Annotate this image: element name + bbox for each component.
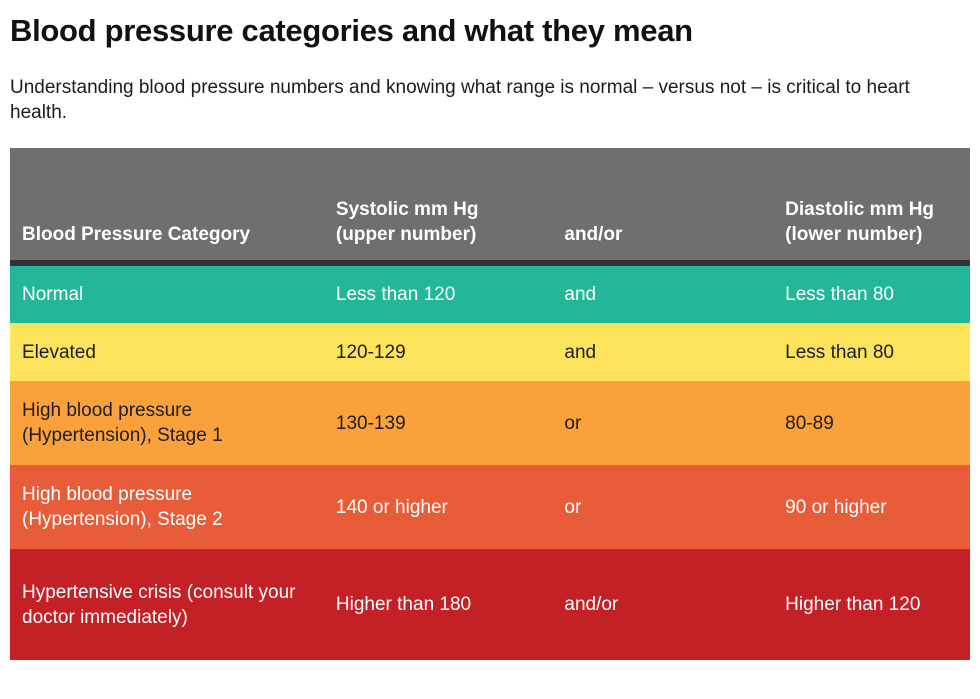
cell-connector: and xyxy=(564,284,597,305)
cell-connector: and/or xyxy=(564,594,619,615)
cell-diastolic: 80-89 xyxy=(785,412,834,434)
cell-diastolic: 90 or higher xyxy=(785,496,887,518)
table-row-hypertension-stage-1: High blood pressure (Hypertension), Stag… xyxy=(10,381,970,465)
bp-categories-table: Blood Pressure Category Systolic mm Hg (… xyxy=(10,148,970,660)
cell-diastolic: Less than 80 xyxy=(785,284,894,305)
cell-connector: and xyxy=(564,341,597,363)
cell-connector: or xyxy=(564,412,582,434)
cell-systolic: Higher than 180 xyxy=(335,594,472,615)
page-title: Blood pressure categories and what they … xyxy=(10,13,693,48)
table-row-hypertensive-crisis: Hypertensive crisis (consult your doctor… xyxy=(10,549,970,660)
table-row-elevated: Elevated 120-129 and Less than 80 xyxy=(10,323,970,381)
article: Blood pressure categories and what they … xyxy=(10,13,970,660)
col-header-category: Blood Pressure Category xyxy=(10,148,324,266)
cell-category: High blood pressure (Hypertension), Stag… xyxy=(22,484,223,530)
table-header-row: Blood Pressure Category Systolic mm Hg (… xyxy=(10,148,970,266)
cell-category: High blood pressure (Hypertension), Stag… xyxy=(22,400,223,446)
col-header-systolic: Systolic mm Hg (upper number) xyxy=(323,148,553,266)
table-row-normal: Normal Less than 120 and Less than 80 xyxy=(10,263,970,323)
cell-category: Normal xyxy=(22,284,84,305)
cell-systolic: 130-139 xyxy=(335,412,406,434)
col-header-connector: and/or xyxy=(552,148,774,266)
cell-category: Hypertensive crisis (consult your doctor… xyxy=(22,581,296,628)
cell-systolic: Less than 120 xyxy=(335,284,456,305)
col-header-diastolic: Diastolic mm Hg (lower number) xyxy=(773,148,970,266)
page-subtitle: Understanding blood pressure numbers and… xyxy=(10,77,910,123)
cell-systolic: 120-129 xyxy=(335,341,406,363)
cell-connector: or xyxy=(564,496,582,518)
table-row-hypertension-stage-2: High blood pressure (Hypertension), Stag… xyxy=(10,465,970,549)
cell-systolic: 140 or higher xyxy=(335,496,448,518)
cell-category: Elevated xyxy=(22,341,96,363)
cell-diastolic: Higher than 120 xyxy=(785,594,921,615)
cell-diastolic: Less than 80 xyxy=(785,341,894,363)
